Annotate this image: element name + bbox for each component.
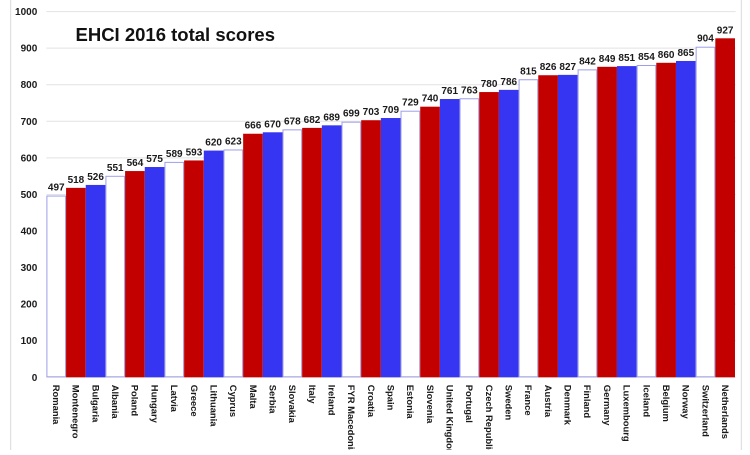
svg-text:851: 851 bbox=[618, 53, 635, 64]
svg-text:666: 666 bbox=[245, 121, 262, 132]
svg-text:854: 854 bbox=[638, 52, 655, 63]
svg-text:200: 200 bbox=[21, 300, 38, 311]
svg-text:FYR Macedonia: FYR Macedonia bbox=[346, 385, 357, 450]
svg-text:927: 927 bbox=[717, 25, 734, 36]
svg-text:763: 763 bbox=[461, 85, 478, 96]
svg-text:518: 518 bbox=[68, 175, 85, 186]
svg-text:Finland: Finland bbox=[582, 385, 593, 419]
svg-text:Lithuania: Lithuania bbox=[208, 385, 219, 427]
svg-text:780: 780 bbox=[481, 79, 498, 90]
svg-text:Portugal: Portugal bbox=[464, 385, 475, 423]
svg-text:729: 729 bbox=[402, 98, 419, 109]
svg-text:575: 575 bbox=[146, 154, 163, 165]
svg-text:Luxembourg: Luxembourg bbox=[622, 385, 633, 442]
svg-text:Slovakia: Slovakia bbox=[287, 385, 298, 424]
svg-text:564: 564 bbox=[127, 158, 144, 169]
svg-text:Germany: Germany bbox=[602, 385, 613, 426]
svg-text:Greece: Greece bbox=[189, 385, 200, 417]
svg-text:Malta: Malta bbox=[248, 385, 259, 410]
svg-text:826: 826 bbox=[540, 62, 557, 73]
svg-text:682: 682 bbox=[304, 115, 321, 126]
svg-text:Switzerland: Switzerland bbox=[700, 385, 711, 437]
svg-text:526: 526 bbox=[87, 172, 104, 183]
svg-text:Albania: Albania bbox=[110, 385, 121, 420]
svg-text:EHCI 2016 total scores: EHCI 2016 total scores bbox=[76, 24, 275, 45]
svg-text:Latvia: Latvia bbox=[169, 385, 180, 413]
svg-text:Italy: Italy bbox=[307, 385, 318, 405]
svg-text:551: 551 bbox=[107, 163, 124, 174]
svg-text:400: 400 bbox=[21, 227, 38, 238]
svg-text:620: 620 bbox=[205, 138, 222, 149]
svg-text:Romania: Romania bbox=[51, 385, 62, 425]
svg-text:827: 827 bbox=[559, 62, 576, 73]
svg-text:497: 497 bbox=[48, 183, 65, 194]
svg-text:Poland: Poland bbox=[130, 385, 141, 417]
svg-text:Denmark: Denmark bbox=[563, 385, 574, 426]
svg-text:Estonia: Estonia bbox=[405, 385, 416, 420]
svg-text:300: 300 bbox=[21, 263, 38, 274]
svg-text:815: 815 bbox=[520, 66, 537, 77]
svg-text:Iceland: Iceland bbox=[641, 385, 652, 418]
svg-text:689: 689 bbox=[323, 112, 340, 123]
svg-text:Sweden: Sweden bbox=[504, 385, 515, 421]
svg-text:670: 670 bbox=[264, 119, 281, 130]
svg-text:Spain: Spain bbox=[386, 385, 397, 411]
svg-text:600: 600 bbox=[21, 153, 38, 164]
svg-text:Austria: Austria bbox=[543, 385, 554, 418]
svg-text:Hungary: Hungary bbox=[149, 385, 160, 424]
svg-text:740: 740 bbox=[422, 94, 439, 105]
svg-text:842: 842 bbox=[579, 56, 596, 67]
svg-text:1000: 1000 bbox=[15, 7, 38, 18]
svg-text:500: 500 bbox=[21, 190, 38, 201]
svg-text:593: 593 bbox=[186, 147, 203, 158]
svg-text:Serbia: Serbia bbox=[267, 385, 278, 414]
svg-text:Norway: Norway bbox=[681, 385, 692, 420]
svg-text:703: 703 bbox=[363, 107, 380, 118]
svg-text:786: 786 bbox=[500, 77, 517, 88]
svg-text:904: 904 bbox=[697, 34, 714, 45]
svg-text:Croatia: Croatia bbox=[366, 385, 377, 418]
svg-text:France: France bbox=[523, 385, 534, 416]
svg-text:849: 849 bbox=[599, 54, 616, 65]
svg-text:Netherlands: Netherlands bbox=[720, 385, 731, 439]
svg-text:Cyprus: Cyprus bbox=[228, 385, 239, 417]
svg-text:900: 900 bbox=[21, 44, 38, 55]
svg-text:699: 699 bbox=[343, 109, 360, 120]
svg-text:Bulgaria: Bulgaria bbox=[90, 385, 101, 423]
svg-text:800: 800 bbox=[21, 80, 38, 91]
svg-text:100: 100 bbox=[21, 336, 38, 347]
svg-text:709: 709 bbox=[382, 105, 399, 116]
svg-text:Montenegro: Montenegro bbox=[71, 385, 82, 439]
svg-text:Slovenia: Slovenia bbox=[425, 385, 436, 424]
svg-text:700: 700 bbox=[21, 117, 38, 128]
svg-text:0: 0 bbox=[32, 373, 38, 384]
svg-text:589: 589 bbox=[166, 149, 183, 160]
svg-text:678: 678 bbox=[284, 116, 301, 127]
svg-text:860: 860 bbox=[658, 50, 675, 61]
svg-text:Czech Republic: Czech Republic bbox=[484, 385, 495, 450]
svg-text:761: 761 bbox=[441, 86, 458, 97]
svg-text:Ireland: Ireland bbox=[326, 385, 337, 416]
svg-text:623: 623 bbox=[225, 136, 242, 147]
svg-text:United Kingdom: United Kingdom bbox=[445, 385, 456, 450]
svg-text:Belgium: Belgium bbox=[661, 385, 672, 422]
svg-text:865: 865 bbox=[677, 48, 694, 59]
